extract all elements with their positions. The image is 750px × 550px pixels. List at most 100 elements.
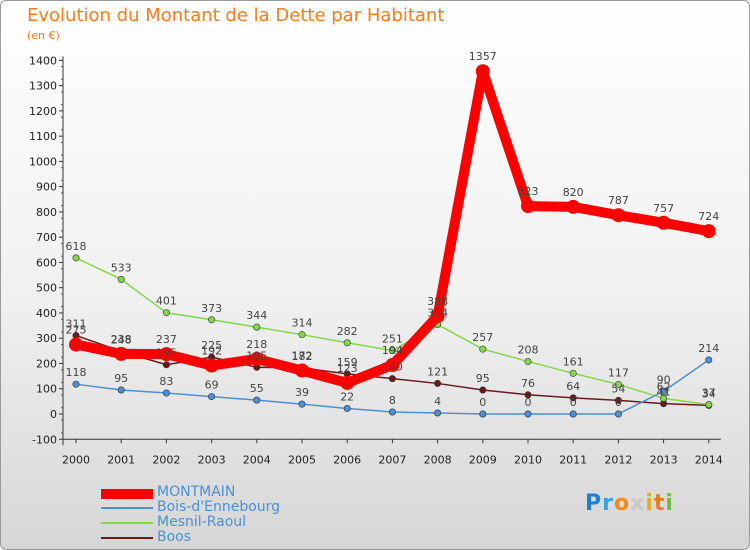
data-point (569, 369, 577, 377)
data-point (611, 208, 626, 223)
data-label: 257 (472, 331, 493, 344)
data-point (343, 339, 351, 347)
data-point (566, 199, 581, 214)
data-point (614, 396, 622, 404)
data-label: 195 (156, 347, 177, 360)
data-label: 140 (382, 361, 403, 374)
legend-label: Bois-d'Ennebourg (157, 499, 281, 515)
x-tick-label: 2011 (559, 453, 587, 466)
x-tick-label: 2010 (514, 453, 542, 466)
data-label: 182 (292, 350, 313, 363)
data-point (660, 394, 668, 402)
y-tick-label: -100 (32, 433, 57, 446)
data-label: 8 (389, 394, 396, 407)
data-label: 388 (427, 295, 448, 308)
data-label: 37 (702, 387, 716, 400)
data-point (295, 363, 309, 378)
data-point (524, 410, 532, 418)
data-point (340, 375, 355, 390)
data-point (569, 394, 577, 402)
data-label: 95 (114, 372, 128, 385)
data-point (208, 316, 216, 324)
x-tick-label: 2003 (198, 453, 226, 466)
data-point (204, 358, 219, 373)
logo-letter: x (630, 491, 646, 516)
legend-swatch (101, 507, 153, 509)
data-point (434, 409, 442, 417)
data-label: 757 (653, 202, 674, 215)
data-label: 208 (518, 343, 539, 356)
x-tick-label: 2000 (62, 453, 90, 466)
x-tick-label: 2009 (469, 453, 497, 466)
data-point (253, 323, 261, 331)
y-tick-label: 0 (50, 408, 57, 421)
legend-label: Boos (157, 529, 192, 545)
legend-label: Mesnil-Raoul (157, 514, 247, 530)
data-point (705, 401, 713, 409)
data-point (162, 361, 170, 369)
y-tick-label: 100 (36, 383, 57, 396)
data-point (430, 308, 445, 323)
data-label: 54 (611, 382, 625, 395)
legend-item-mesnil-raoul: Mesnil-Raoul (101, 514, 321, 530)
data-label: 344 (246, 309, 267, 322)
data-label: 724 (698, 210, 719, 223)
data-label: 787 (608, 194, 629, 207)
y-tick-label: 900 (36, 181, 57, 194)
data-label: 1357 (469, 50, 497, 63)
data-label: 95 (476, 372, 490, 385)
x-tick-label: 2008 (424, 453, 452, 466)
legend-swatch (101, 489, 153, 499)
data-label: 118 (66, 366, 87, 379)
y-tick-label: 1000 (29, 155, 57, 168)
data-point (614, 410, 622, 418)
data-label: 62 (657, 380, 671, 393)
legend-swatch (101, 537, 153, 539)
x-tick-label: 2007 (378, 453, 406, 466)
data-point (660, 387, 668, 395)
data-label: 238 (111, 333, 132, 346)
data-label: 123 (337, 362, 358, 375)
data-label: 192 (201, 345, 222, 358)
data-label: 76 (521, 377, 535, 390)
data-label: 0 (615, 396, 622, 409)
data-point (159, 347, 174, 362)
data-label: 820 (563, 186, 584, 199)
data-point (475, 64, 490, 79)
data-label: 214 (698, 342, 719, 355)
data-point (162, 309, 170, 317)
data-point (479, 410, 487, 418)
data-point (117, 386, 125, 394)
data-label: 0 (570, 396, 577, 409)
data-label: 34 (702, 387, 716, 400)
x-tick-label: 2005 (288, 453, 316, 466)
logo-letter: o (613, 491, 631, 516)
x-tick-label: 2004 (243, 453, 271, 466)
x-tick-label: 2014 (695, 453, 723, 466)
data-label: 121 (427, 365, 448, 378)
chart-subtitle: (en €) (27, 29, 60, 42)
x-tick-label: 2013 (650, 453, 678, 466)
data-label: 161 (563, 355, 584, 368)
data-label: 55 (250, 382, 264, 395)
data-point (298, 400, 306, 408)
data-label: 194 (382, 344, 403, 357)
data-point (656, 215, 671, 230)
y-tick-label: 800 (36, 206, 57, 219)
y-tick-label: 400 (36, 307, 57, 320)
x-tick-label: 2001 (107, 453, 135, 466)
data-label: 64 (566, 380, 580, 393)
data-point (614, 380, 622, 388)
logo-letter: i (645, 491, 654, 516)
data-point (72, 380, 80, 388)
data-label: 225 (201, 339, 222, 352)
data-label: 172 (292, 350, 313, 363)
data-point (72, 254, 80, 262)
legend-item-montmain: MONTMAIN (101, 484, 321, 500)
logo-letter: r (602, 491, 614, 516)
x-tick-label: 2002 (152, 453, 180, 466)
data-label: 275 (66, 324, 87, 337)
data-label: 533 (111, 261, 132, 274)
data-point (701, 224, 716, 239)
